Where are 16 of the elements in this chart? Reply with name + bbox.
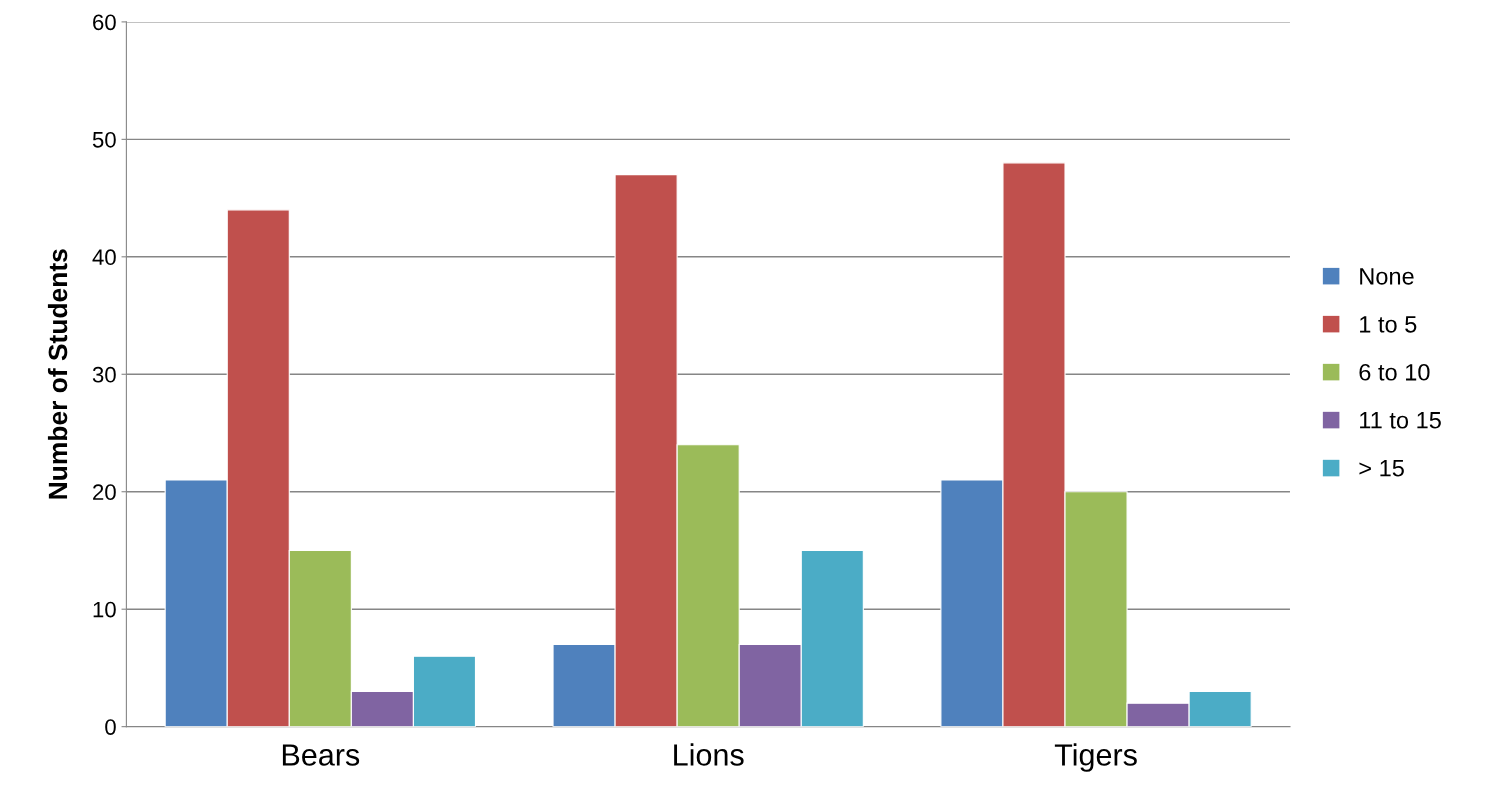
y-tick-label: 40 [92,249,116,266]
y-tick-label: 30 [92,366,116,383]
y-tick-label: 50 [92,131,116,148]
y-tick-label: 10 [93,601,116,618]
legend-label: None [1360,268,1414,285]
y-axis-title: Number of Students [47,249,68,499]
x-tick-label: Bears [282,744,360,766]
x-tick-label: Lions [674,743,744,766]
legend-label: 6 to 10 [1359,363,1430,381]
y-tick-label: 20 [93,484,116,501]
legend-label: 11 to 15 [1360,412,1441,429]
x-tick-label: Tigers [1054,743,1137,772]
legend-label: 1 to 5 [1360,316,1417,333]
y-tick-label: 60 [93,14,116,31]
y-tick-label: 0 [105,719,116,735]
legend-label: > 15 [1359,460,1404,477]
